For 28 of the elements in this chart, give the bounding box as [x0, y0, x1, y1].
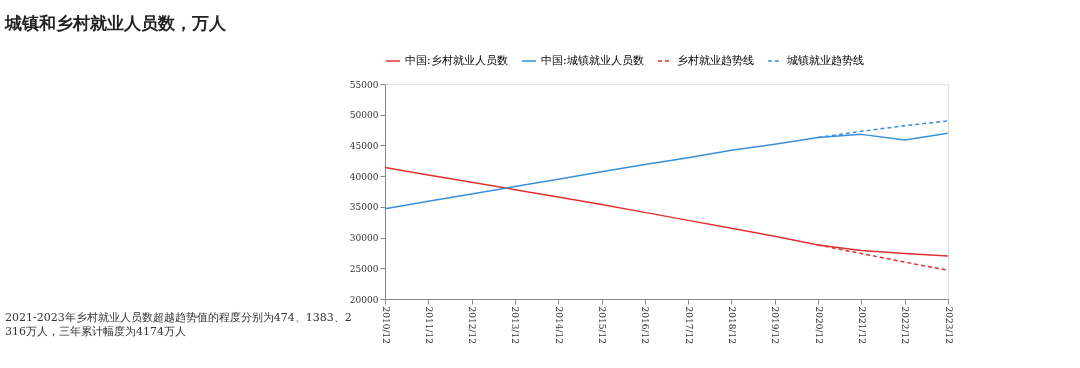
- x-tick-label: 2015/12: [597, 306, 608, 344]
- x-tick-label: 2010/12: [380, 306, 391, 344]
- x-tick-label: 2013/12: [510, 306, 521, 344]
- legend-label: 中国:乡村就业人员数: [405, 54, 508, 67]
- y-tick-label: 55000: [349, 79, 379, 90]
- y-tick-label: 45000: [349, 140, 379, 151]
- x-tick-label: 2012/12: [467, 306, 478, 344]
- x-tick-label: 2011/12: [423, 306, 434, 344]
- x-tick-label: 2021/12: [856, 306, 867, 344]
- x-tick-label: 2018/12: [726, 306, 737, 344]
- x-tick-label: 2016/12: [640, 306, 651, 344]
- y-tick-label: 20000: [349, 294, 379, 305]
- x-tick-label: 2023/12: [943, 306, 954, 344]
- x-tick-label: 2022/12: [900, 306, 911, 344]
- y-tick-label: 40000: [349, 171, 379, 182]
- x-tick-label: 2017/12: [683, 306, 694, 344]
- y-tick-label: 50000: [349, 110, 379, 121]
- x-tick-label: 2019/12: [770, 306, 781, 344]
- text: 城镇和乡村就业人员数，万人: [4, 13, 227, 33]
- text: 2021-2023年乡村就业人员数超越趋势值的程度分别为474、1383、2316万人，三年累计幅度为4174万人: [5, 311, 352, 338]
- legend-label: 乡村就业趋势线: [677, 54, 754, 67]
- y-tick-label: 25000: [349, 263, 379, 274]
- y-tick-label: 35000: [349, 202, 379, 213]
- y-tick-label: 30000: [349, 233, 379, 244]
- legend-label: 城镇就业趋势线: [786, 54, 864, 67]
- x-tick-label: 2014/12: [553, 306, 564, 344]
- legend-label: 中国:城镇就业人员数: [541, 54, 644, 67]
- x-tick-label: 2020/12: [813, 306, 824, 344]
